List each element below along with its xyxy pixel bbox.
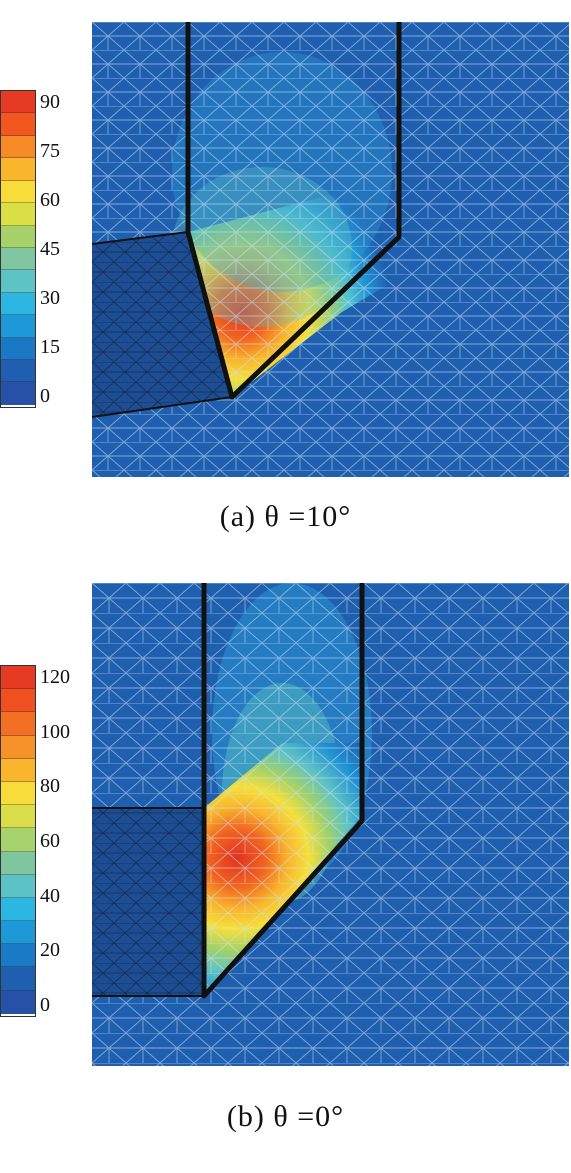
colorbar-level (1, 360, 35, 383)
colorbar-tick-label: 90 (40, 91, 60, 113)
colorbar-level (1, 828, 35, 852)
colorbar-level (1, 337, 35, 361)
colorbar-level (1, 874, 35, 898)
colorbar-level (1, 990, 35, 1014)
colorbar-tick-label: 45 (40, 238, 60, 260)
caption-a: (a) θ =10° (219, 500, 352, 533)
colorbar-tick-label: 40 (40, 884, 60, 907)
colorbar-level (1, 666, 35, 690)
colorbar-level (1, 967, 35, 991)
colorbar-level (1, 180, 35, 204)
colorbar-level (1, 689, 35, 713)
colorbar-level (1, 292, 35, 316)
colorbar-level (1, 225, 35, 248)
colorbar-level (1, 897, 35, 922)
panel-a: 90 75 60 45 30 15 0 (0, 0, 571, 560)
colorbar-level (1, 247, 35, 271)
colorbar-tick-label: 100 (40, 720, 70, 743)
panel-b: 120 100 80 60 40 20 0 (0, 575, 571, 1173)
colorbar-level (1, 158, 35, 181)
colorbar-tick-label: 15 (40, 336, 60, 358)
colorbar-tick-label: 75 (40, 140, 60, 162)
colorbar-tick-label: 0 (40, 994, 50, 1016)
colorbar-level (1, 735, 35, 759)
colorbar-level (1, 113, 35, 136)
colorbar-tick-label: 60 (40, 189, 60, 211)
colorbar-level (1, 91, 35, 114)
colorbar-level (1, 758, 35, 782)
colorbar-tick-label: 80 (40, 775, 60, 798)
colorbar-level (1, 203, 35, 226)
colorbar-tick-label: 30 (40, 287, 60, 309)
contour-plot-a (92, 22, 569, 477)
colorbar-tick-label: 120 (40, 666, 70, 688)
colorbar-level (1, 382, 35, 405)
colorbar-level (1, 270, 35, 293)
colorbar-level (1, 315, 35, 338)
colorbar-b (0, 665, 36, 1017)
caption-b: (b) θ =0° (226, 1100, 345, 1133)
tool-outline-b (201, 583, 365, 999)
contour-plot-b (92, 583, 569, 1066)
colorbar-level (1, 944, 35, 968)
colorbar-level (1, 781, 35, 806)
colorbar-level (1, 851, 35, 875)
colorbar-level (1, 712, 35, 736)
colorbar-level (1, 805, 35, 829)
colorbar-level (1, 921, 35, 945)
colorbar-tick-label: 0 (40, 385, 50, 407)
colorbar-tick-label: 20 (40, 939, 60, 962)
colorbar-a (0, 90, 36, 408)
colorbar-tick-label: 60 (40, 830, 60, 852)
colorbar-level (1, 135, 35, 159)
